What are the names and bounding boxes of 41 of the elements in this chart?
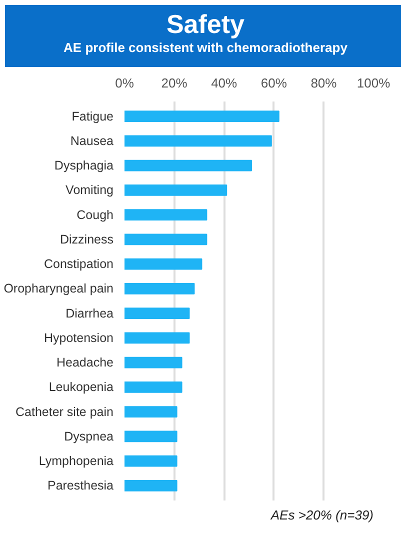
y-tick-label: Fatigue: [72, 109, 114, 124]
y-tick-label: Dizziness: [60, 232, 114, 246]
y-tick-label: Lymphopenia: [38, 454, 114, 468]
bar: [124, 430, 178, 442]
y-tick-label: Constipation: [44, 257, 114, 272]
y-tick-label: Vomiting: [66, 183, 114, 198]
chart-subtitle: AE profile consistent with chemoradiotherapy: [64, 39, 348, 57]
bar: [124, 258, 202, 270]
x-tick-label: 20%: [161, 76, 188, 90]
bar: [124, 406, 178, 418]
bar: [124, 283, 195, 294]
bar: [124, 382, 182, 393]
y-tick-label: Dysphagia: [54, 158, 114, 173]
y-tick-label: Dyspnea: [64, 429, 114, 444]
chart-title: Safety: [165, 9, 246, 39]
bar: [124, 184, 228, 196]
x-tick-label: 100%: [356, 76, 391, 90]
bar: [124, 332, 190, 344]
y-tick-label: Headache: [56, 356, 114, 370]
bar: [124, 209, 208, 220]
bar: [124, 356, 182, 368]
bar: [124, 160, 252, 172]
bar: [124, 480, 178, 492]
text: AEs >20% (n=39): [270, 508, 374, 522]
y-tick-label: Catheter site pain: [16, 404, 114, 419]
bar: [124, 308, 190, 319]
bar: [124, 110, 280, 122]
x-tick-label: 0%: [115, 76, 134, 90]
y-tick-label: Oropharyngeal pain: [4, 282, 114, 296]
bar: [124, 234, 208, 246]
y-tick-label: Cough: [76, 208, 114, 222]
y-tick-label: Leukopenia: [48, 380, 114, 394]
y-tick-label: Nausea: [70, 134, 114, 148]
x-tick-label: 60%: [260, 76, 288, 90]
y-tick-label: Hypotension: [44, 330, 114, 345]
bar: [124, 455, 178, 467]
x-tick-label: 40%: [211, 76, 238, 90]
bar: [124, 135, 272, 147]
y-tick-label: Diarrhea: [66, 306, 114, 320]
y-tick-label: Paresthesia: [47, 478, 114, 493]
x-tick-label: 80%: [310, 76, 338, 90]
